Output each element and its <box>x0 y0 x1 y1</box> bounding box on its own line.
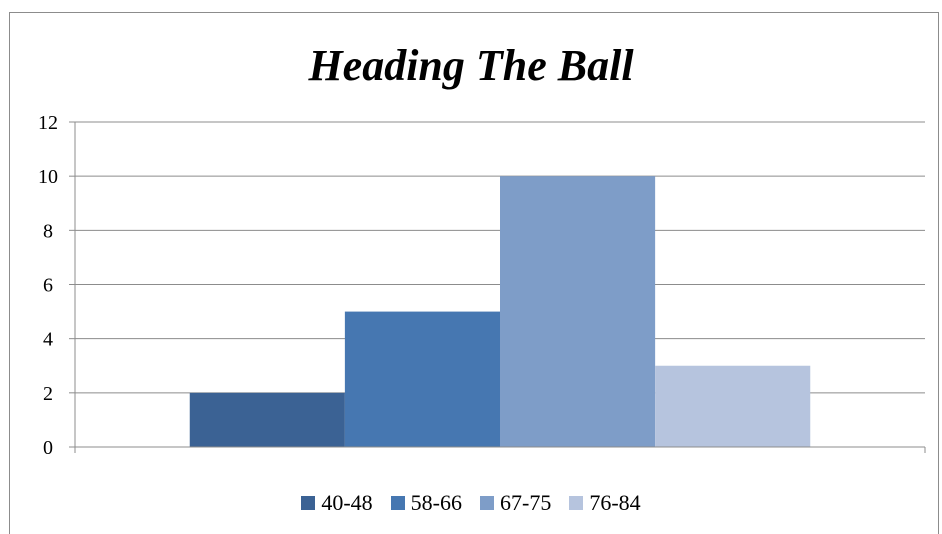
legend: 40-48 58-66 67-75 76-84 <box>0 490 942 516</box>
legend-item: 58-66 <box>390 490 462 516</box>
legend-swatch <box>569 496 584 510</box>
legend-label: 40-48 <box>321 490 373 515</box>
bar-58-66 <box>344 311 500 447</box>
bar-40-48 <box>189 392 345 447</box>
bar-76-84 <box>655 365 811 447</box>
legend-item: 76-84 <box>569 490 641 516</box>
legend-label: 67-75 <box>500 490 552 515</box>
y-tick-label: 10 <box>38 166 58 188</box>
legend-label: 76-84 <box>589 490 641 515</box>
y-tick-label: 6 <box>43 275 53 297</box>
y-tick-label: 2 <box>43 383 53 405</box>
legend-swatch <box>390 496 405 510</box>
legend-item: 40-48 <box>301 490 373 516</box>
legend-swatch <box>480 496 494 510</box>
legend-swatch <box>301 496 316 510</box>
y-tick-label: 0 <box>43 437 53 459</box>
legend-label: 58-66 <box>410 490 462 515</box>
bars <box>189 176 811 447</box>
y-tick-label: 12 <box>38 112 58 134</box>
y-tick-label: 8 <box>43 220 53 242</box>
y-tick-label: 4 <box>43 329 53 351</box>
y-axis-ticks: 0 2 4 6 8 10 12 <box>38 112 75 459</box>
chart-title: Heading The Ball <box>308 41 634 90</box>
axes <box>74 122 926 453</box>
bar-67-75 <box>500 176 656 447</box>
legend-item: 67-75 <box>480 490 551 516</box>
